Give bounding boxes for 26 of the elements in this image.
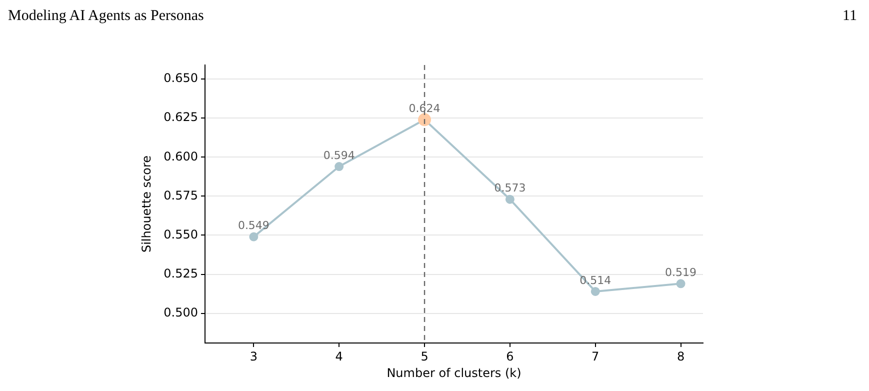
data-label: 0.549	[238, 219, 270, 232]
x-tick-label: 5	[420, 349, 428, 364]
y-axis-title: Silhouette score	[139, 155, 154, 253]
y-tick-label: 0.575	[164, 188, 198, 202]
data-label: 0.624	[408, 102, 440, 116]
point	[676, 279, 686, 288]
point	[505, 194, 514, 204]
x-tick-label: 7	[592, 349, 600, 364]
x-tick-label: 8	[676, 349, 685, 364]
y-tick-label: 0.625	[164, 110, 198, 124]
x-tick-label: 4	[335, 349, 343, 364]
point	[249, 232, 258, 242]
x-tick-label: 6	[506, 349, 514, 364]
y-tick-label: 0.650	[164, 71, 198, 86]
text: Modeling AI Agents as Personas	[8, 8, 204, 25]
x-axis-title: Number of clusters (k)	[386, 366, 522, 380]
data-label: 0.519	[665, 266, 697, 280]
y-tick-label: 0.600	[164, 149, 198, 164]
y-tick-label: 0.500	[164, 305, 198, 320]
data-label: 0.594	[323, 148, 355, 162]
point	[590, 286, 600, 296]
y-tick-label: 0.525	[164, 266, 198, 280]
point	[334, 162, 344, 172]
text: 11	[842, 8, 857, 25]
y-tick-label: 0.550	[164, 227, 198, 242]
x-tick-label: 3	[250, 349, 258, 364]
